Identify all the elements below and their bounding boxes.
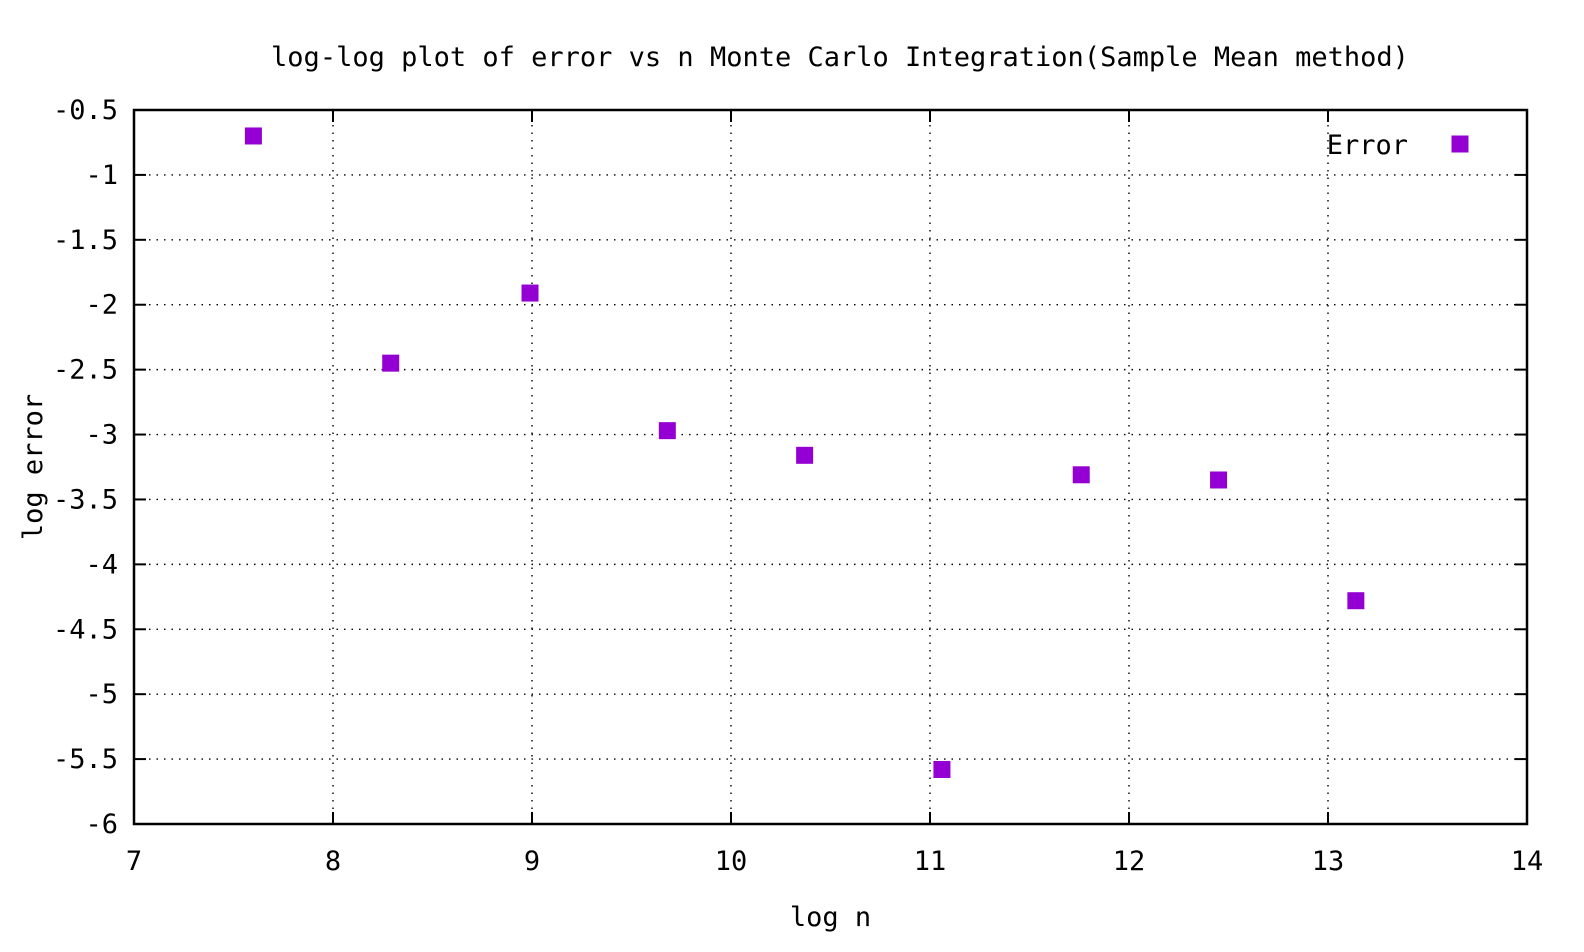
x-tick-label: 8 <box>325 846 341 877</box>
legend-label: Error <box>1327 130 1408 161</box>
chart-title: log-log plot of error vs n Monte Carlo I… <box>271 42 1409 73</box>
data-point <box>658 422 676 440</box>
y-tick-label: -5.5 <box>53 744 118 775</box>
data-point <box>796 446 814 464</box>
data-point <box>933 760 951 778</box>
data-point <box>521 284 539 302</box>
x-tick-label: 7 <box>126 846 142 877</box>
y-tick-label: -2 <box>85 290 118 321</box>
data-point <box>382 354 400 372</box>
data-points <box>244 127 1365 778</box>
y-tick-label: -0.5 <box>53 95 118 126</box>
y-tick-label: -1.5 <box>53 225 118 256</box>
x-tick-label: 9 <box>524 846 540 877</box>
y-tick-label: -4.5 <box>53 614 118 645</box>
axis-ticks: 7 8 9 10 11 12 13 14 -0.5 -1 -1.5 -2 -2.5 -3 -3.5 -4 -4.… <box>53 95 1543 877</box>
data-point <box>244 127 262 145</box>
legend-marker <box>1451 135 1469 153</box>
x-tick-label: 11 <box>914 846 947 877</box>
legend: Error <box>1327 130 1469 161</box>
y-tick-label: -2.5 <box>53 355 118 386</box>
y-tick-label: -5 <box>85 679 118 710</box>
grid-lines <box>134 110 1527 824</box>
x-tick-label: 12 <box>1113 846 1146 877</box>
data-point <box>1347 592 1365 610</box>
x-axis-label: log n <box>790 902 871 933</box>
y-tick-label: -4 <box>85 549 118 580</box>
data-point <box>1210 471 1228 489</box>
y-tick-label: -1 <box>85 160 118 191</box>
x-tick-label: 10 <box>715 846 748 877</box>
x-tick-label: 14 <box>1511 846 1544 877</box>
plot-area-border <box>132 108 1529 826</box>
x-tick-label: 13 <box>1312 846 1345 877</box>
y-tick-label: -6 <box>85 809 118 840</box>
y-axis-label: log error <box>18 394 49 540</box>
y-tick-label: -3.5 <box>53 484 118 515</box>
data-point <box>1072 466 1090 484</box>
y-tick-label: -3 <box>85 420 118 451</box>
